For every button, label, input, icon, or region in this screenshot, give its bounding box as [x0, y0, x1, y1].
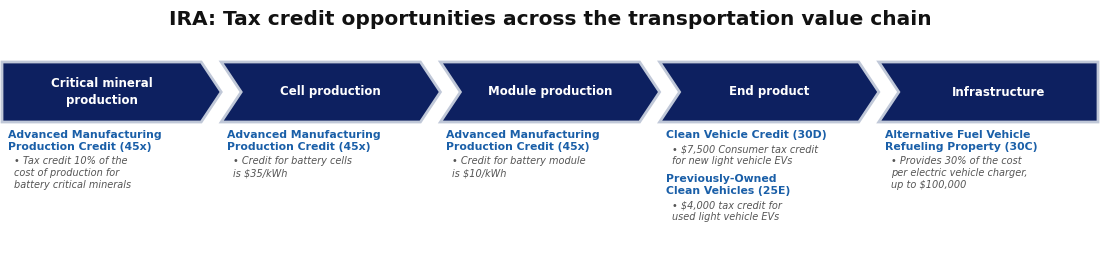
Text: Critical mineral
production: Critical mineral production: [51, 77, 153, 107]
Polygon shape: [440, 62, 660, 122]
Text: • $7,500 Consumer tax credit
for new light vehicle EVs: • $7,500 Consumer tax credit for new lig…: [672, 144, 817, 166]
Text: Infrastructure: Infrastructure: [952, 85, 1045, 99]
Text: • Tax credit 10% of the
cost of production for
battery critical minerals: • Tax credit 10% of the cost of producti…: [14, 156, 131, 190]
Text: • Provides 30% of the cost
per electric vehicle charger,
up to $100,000: • Provides 30% of the cost per electric …: [891, 156, 1027, 190]
Text: Cell production: Cell production: [280, 85, 382, 99]
Polygon shape: [221, 62, 440, 122]
Polygon shape: [660, 62, 879, 122]
Text: Module production: Module production: [487, 85, 613, 99]
Text: Previously-Owned
Clean Vehicles (25E): Previously-Owned Clean Vehicles (25E): [666, 174, 790, 196]
Text: Clean Vehicle Credit (30D): Clean Vehicle Credit (30D): [666, 130, 826, 140]
Text: IRA: Tax credit opportunities across the transportation value chain: IRA: Tax credit opportunities across the…: [168, 10, 932, 29]
Text: Advanced Manufacturing
Production Credit (45x): Advanced Manufacturing Production Credit…: [447, 130, 600, 152]
Text: • Credit for battery cells
is $35/kWh: • Credit for battery cells is $35/kWh: [233, 156, 352, 178]
Polygon shape: [879, 62, 1098, 122]
Text: Advanced Manufacturing
Production Credit (45x): Advanced Manufacturing Production Credit…: [228, 130, 381, 152]
Polygon shape: [2, 62, 221, 122]
Text: Advanced Manufacturing
Production Credit (45x): Advanced Manufacturing Production Credit…: [8, 130, 162, 152]
Text: End product: End product: [729, 85, 810, 99]
Text: • $4,000 tax credit for
used light vehicle EVs: • $4,000 tax credit for used light vehic…: [672, 200, 781, 222]
Text: • Credit for battery module
is $10/kWh: • Credit for battery module is $10/kWh: [452, 156, 586, 178]
Text: Alternative Fuel Vehicle
Refueling Property (30C): Alternative Fuel Vehicle Refueling Prope…: [884, 130, 1037, 152]
